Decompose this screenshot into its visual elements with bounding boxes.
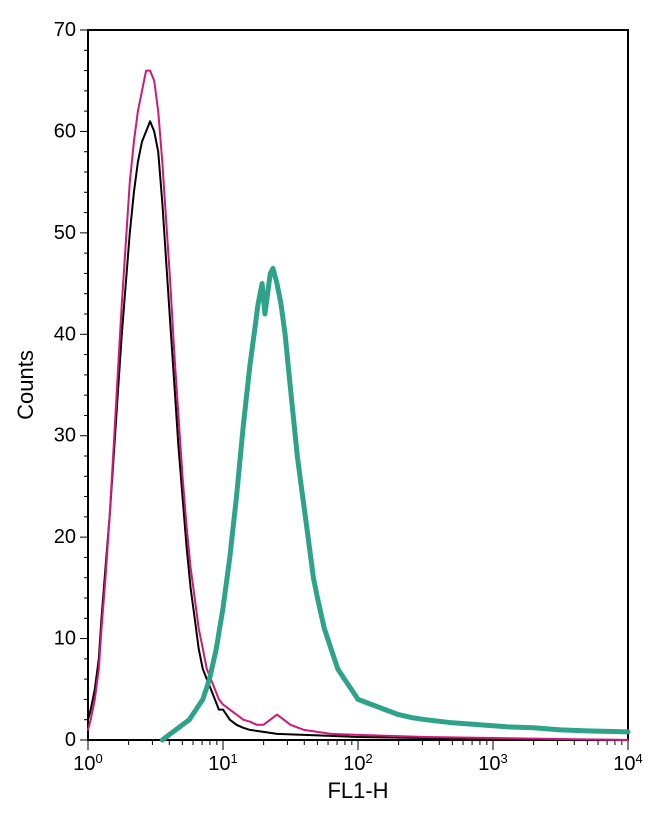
series-control-black xyxy=(88,121,628,740)
x-tick-label: 101 xyxy=(208,751,237,776)
series-sample-teal xyxy=(162,268,628,740)
y-tick-label: 70 xyxy=(54,19,76,41)
y-tick-label: 40 xyxy=(54,323,76,345)
y-tick-label: 60 xyxy=(54,120,76,142)
x-tick-label: 103 xyxy=(478,751,507,776)
x-tick-label: 104 xyxy=(613,751,642,776)
x-tick-label: 100 xyxy=(73,751,102,776)
y-tick-label: 30 xyxy=(54,425,76,447)
y-tick-label: 0 xyxy=(65,729,76,751)
y-tick-label: 20 xyxy=(54,526,76,548)
flow-histogram: 0 10 20 30 40 50 60 70 Counts 100 101 102 103 104 FL1-… xyxy=(0,0,650,819)
y-axis-label: Counts xyxy=(13,350,38,420)
y-tick-label: 50 xyxy=(54,222,76,244)
y-tick-label: 10 xyxy=(54,628,76,650)
plot-border xyxy=(88,30,628,740)
series-isotype-pink xyxy=(88,71,628,740)
x-tick-label: 102 xyxy=(343,751,372,776)
x-axis-label: FL1-H xyxy=(327,778,388,803)
